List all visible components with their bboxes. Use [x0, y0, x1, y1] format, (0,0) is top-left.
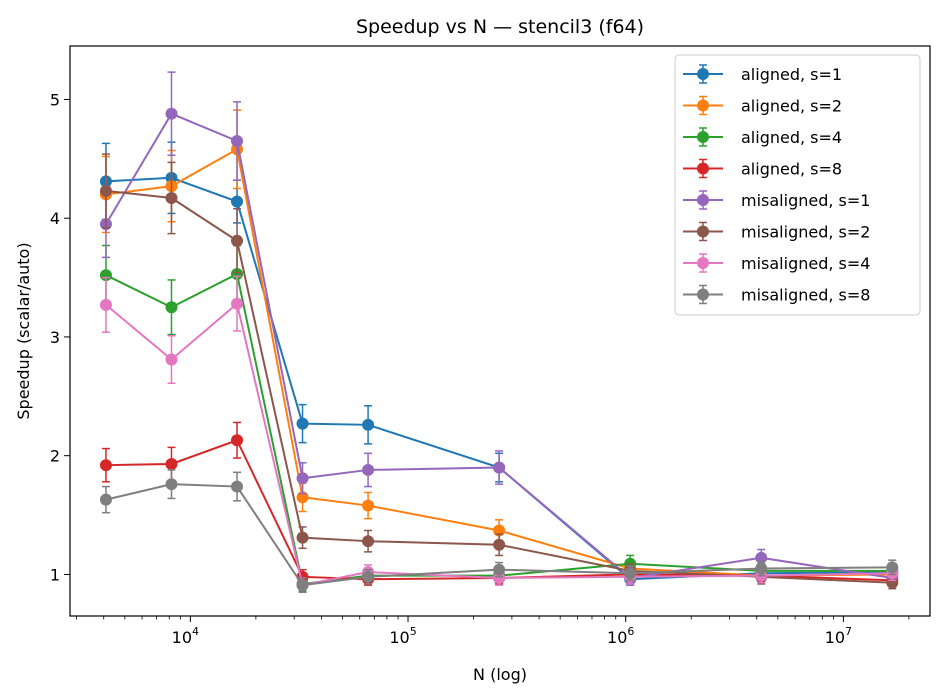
data-point	[99, 298, 112, 311]
x-tick-exponent: 6	[627, 625, 634, 638]
data-point	[165, 478, 178, 491]
data-point	[362, 418, 375, 431]
x-tick-base: 10	[607, 628, 627, 647]
data-point	[755, 562, 768, 575]
data-point	[165, 107, 178, 120]
data-point	[231, 434, 244, 447]
legend-label: misaligned, s=4	[741, 254, 870, 273]
x-tick-base: 10	[172, 628, 192, 647]
legend: aligned, s=1 aligned, s=2 aligned, s=4 alig…	[674, 54, 921, 316]
legend-marker	[697, 68, 709, 80]
legend-entry: aligned, s=1	[683, 64, 842, 84]
data-point	[886, 561, 899, 574]
legend-entry: misaligned, s=2	[683, 221, 870, 242]
y-tick-label: 4	[50, 209, 60, 228]
y-axis-label: Speedup (scalar/auto)	[14, 242, 33, 419]
y-axis: 1 2 3 4 5	[50, 90, 70, 584]
x-tick-base: 10	[389, 628, 409, 647]
legend-entry: misaligned, s=8	[683, 284, 870, 305]
data-point	[493, 572, 506, 584]
x-tick-label: 106	[607, 625, 634, 647]
legend-entry: misaligned, s=1	[683, 190, 870, 210]
legend-marker	[697, 162, 709, 175]
y-tick-label: 3	[50, 328, 60, 347]
data-point	[296, 417, 309, 430]
data-point	[493, 563, 506, 576]
data-point	[296, 472, 309, 485]
legend-entry: aligned, s=4	[683, 127, 842, 147]
data-point	[165, 192, 178, 204]
x-tick-exponent: 7	[845, 625, 852, 638]
legend-label: aligned, s=4	[741, 128, 842, 147]
data-point	[362, 499, 375, 512]
chart-title: Speedup vs N — stencil3 (f64)	[356, 16, 644, 38]
legend-entry: misaligned, s=4	[683, 253, 870, 273]
legend-entry: aligned, s=8	[683, 158, 842, 179]
legend-label: misaligned, s=8	[741, 286, 870, 305]
y-tick-label: 1	[50, 565, 60, 584]
x-tick-label: 107	[825, 625, 852, 647]
data-point	[99, 493, 112, 506]
y-tick-label: 2	[50, 447, 60, 466]
x-axis-label: N (log)	[473, 665, 527, 684]
data-point	[165, 301, 178, 314]
data-point	[493, 538, 506, 551]
legend-box	[674, 54, 921, 316]
data-point	[362, 570, 375, 583]
legend-marker	[697, 257, 709, 269]
x-tick-exponent: 4	[192, 625, 199, 638]
plot-frame	[69, 45, 931, 617]
data-point	[99, 184, 112, 197]
data-point	[362, 535, 375, 548]
legend-label: aligned, s=8	[741, 160, 842, 179]
data-point	[362, 463, 375, 476]
data-point	[624, 567, 637, 580]
data-point	[296, 579, 309, 592]
legend-marker	[697, 131, 709, 143]
data-point	[296, 531, 309, 544]
data-point	[493, 461, 506, 474]
legend-marker	[697, 288, 709, 301]
legend-label: aligned, s=2	[741, 97, 842, 116]
data-point	[165, 458, 178, 470]
legend-marker	[697, 99, 709, 112]
y-tick-label: 5	[50, 90, 60, 109]
legend-label: misaligned, s=2	[741, 223, 870, 242]
x-tick-base: 10	[825, 628, 845, 647]
legend-marker	[697, 225, 709, 238]
data-point	[231, 297, 244, 310]
data-point	[165, 353, 178, 366]
x-axis: 104 105 106 107	[76, 616, 910, 647]
x-tick-exponent: 5	[410, 625, 417, 638]
data-point	[231, 135, 244, 147]
legend-entry: aligned, s=2	[683, 95, 842, 116]
x-tick-label: 105	[389, 625, 416, 647]
plot-area	[99, 71, 899, 593]
data-point	[231, 480, 244, 493]
x-tick-label: 104	[172, 625, 199, 647]
data-point	[231, 195, 244, 208]
legend-label: misaligned, s=1	[741, 191, 870, 210]
legend-marker	[697, 194, 709, 206]
legend-label: aligned, s=1	[741, 65, 842, 84]
data-point	[99, 459, 112, 472]
series-8	[99, 469, 899, 593]
data-point	[231, 234, 244, 247]
